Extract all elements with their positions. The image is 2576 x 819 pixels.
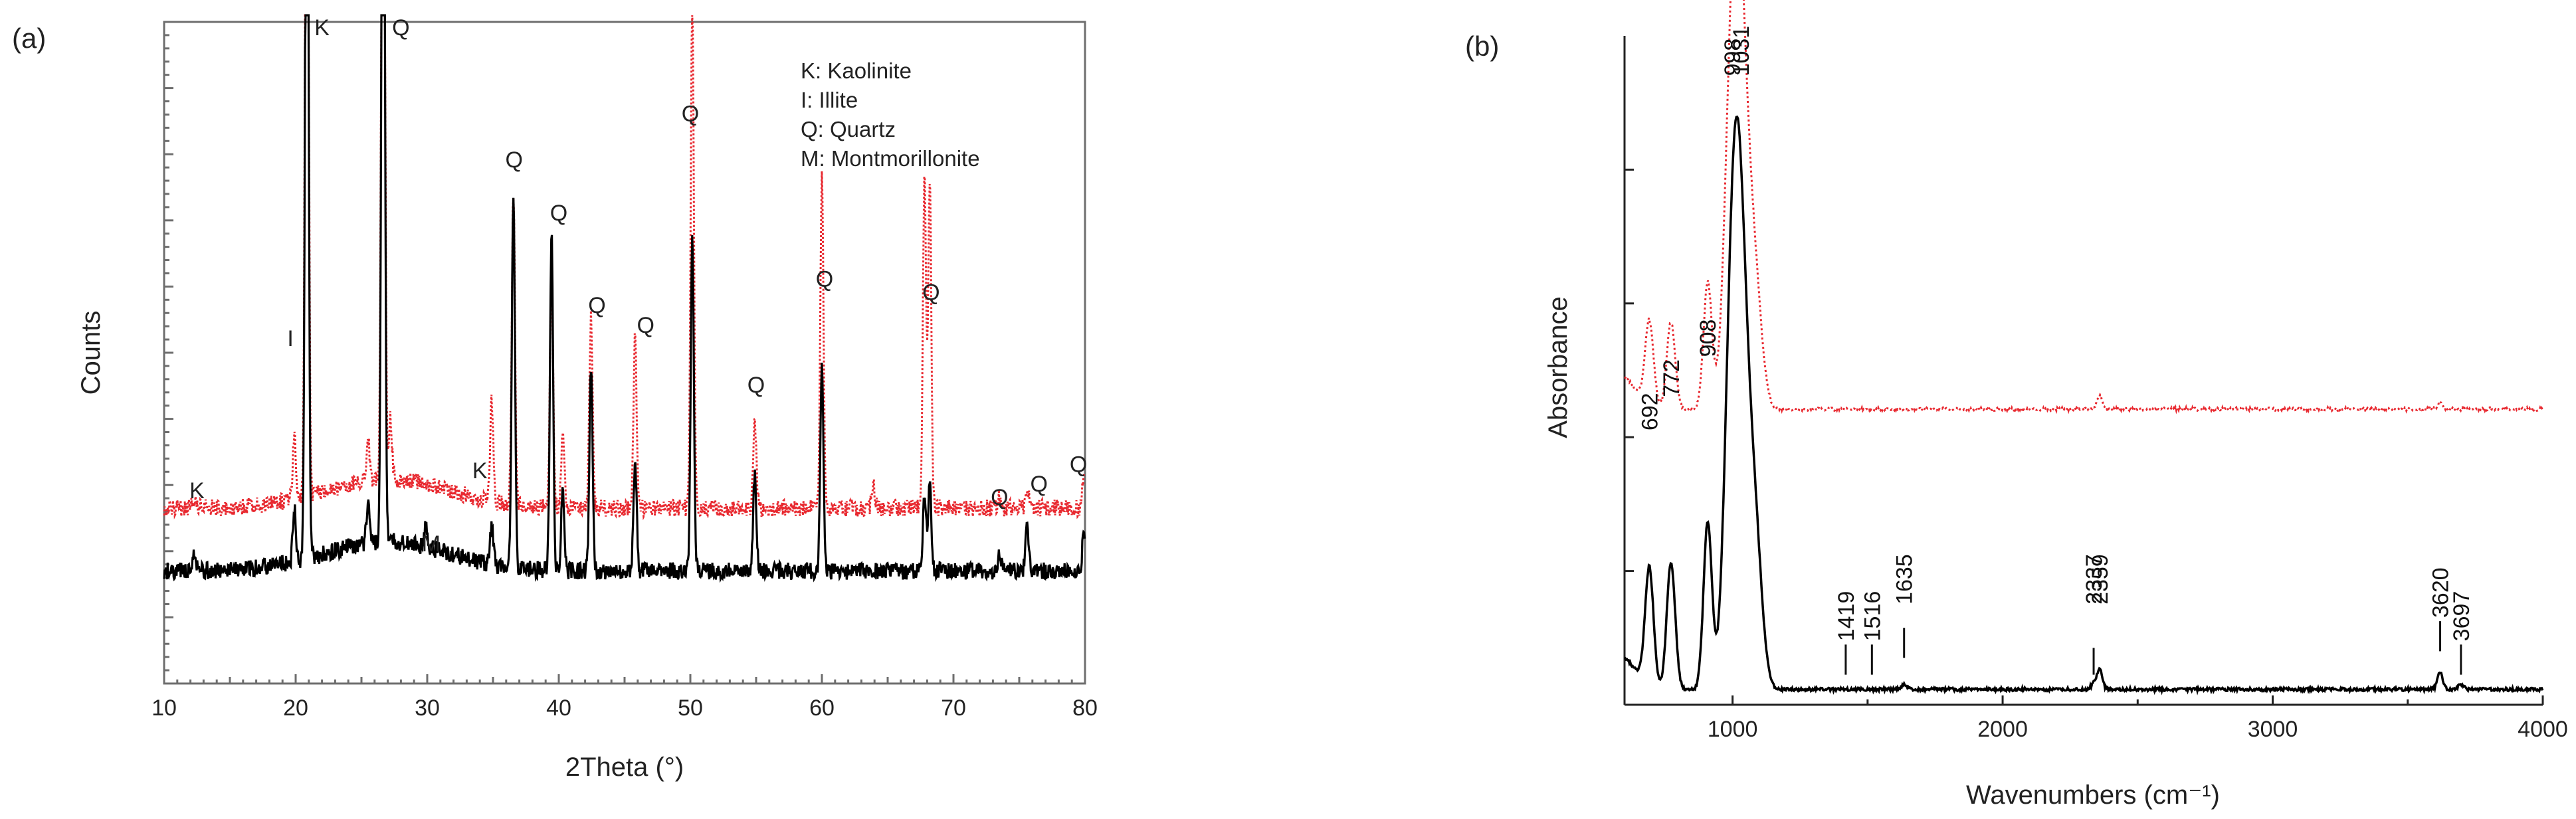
panel-b-band-label: 2359 [2088, 554, 2113, 604]
panel-a-frame [163, 21, 1086, 685]
panel-a-y-axis-title: Counts [76, 311, 106, 395]
panel-a-peak-label: Q [392, 15, 409, 41]
panel-b-band-markers [1844, 621, 2462, 675]
panel-b-band-label: 1635 [1892, 554, 1918, 604]
panel-a-peak-label: Q [1030, 472, 1047, 497]
panel-b-x-tick-label: 1000 [1708, 717, 1758, 742]
panel-a-x-tick-label: 20 [283, 695, 308, 721]
panel-b-label: (b) [1465, 31, 1499, 62]
panel-a-peak-label: Q [922, 280, 940, 305]
panel-b-band-label: 692 [1637, 393, 1662, 430]
panel-a-y-ticks [164, 34, 173, 672]
panel-a-peak-label: K [314, 15, 330, 41]
panel-a-x-tick-label: 60 [809, 695, 835, 721]
panel-a-x-ticks: 10 20 30 40 50 60 70 80 [151, 674, 1098, 721]
panel-a-peak-label: M [422, 531, 441, 557]
panel-a-peak-label: Q [637, 313, 654, 338]
panel-a-peak-label: Q [1070, 452, 1087, 477]
panel-a-series-red [163, 14, 1086, 521]
panel-a-peak-label: K [472, 458, 488, 484]
panel-a-x-tick-label: 80 [1072, 695, 1098, 721]
panel-a-x-tick-label: 10 [151, 695, 177, 721]
panel-b-x-ticks: 1000 2000 3000 4000 [1708, 695, 2568, 742]
panel-a-x-tick-label: 50 [678, 695, 703, 721]
panel-b-x-axis-title: Wavenumbers (cm⁻¹) [1966, 780, 2220, 810]
panel-b-band-label: 772 [1659, 359, 1684, 397]
panel-b-x-tick-label: 3000 [2248, 717, 2298, 742]
panel-a-legend: K: Kaolinite I: Illite Q: Quartz M: Mont… [801, 58, 980, 171]
panel-b-series-red [1624, 0, 2543, 415]
panel-a-series [163, 14, 1086, 583]
legend-kaolinite: K: Kaolinite [801, 58, 912, 83]
panel-a-peak-label: Q [816, 266, 833, 292]
panel-b-band-label: 908 [1696, 319, 1721, 357]
panel-a-peak-label: Q [550, 201, 567, 226]
panel-a-series-black [163, 14, 1086, 583]
panel-b-band-label: 1031 [1729, 26, 1754, 76]
panel-b-series [1623, 0, 2544, 695]
panel-b-series-black [1623, 115, 2544, 695]
panel-a-peak-label: Q [747, 373, 765, 398]
panel-b-y-ticks [1625, 168, 1634, 573]
panel-b-band-label: 3697 [2449, 591, 2474, 642]
panel-a-peak-label: Q [991, 485, 1008, 510]
panel-a-peak-label: Q [588, 293, 605, 318]
panel-b-band-label: 2337 [2082, 554, 2107, 604]
panel-b-band-label: 1419 [1834, 591, 1859, 642]
legend-quartz: Q: Quartz [801, 117, 896, 141]
panel-a-peak-label: Q [682, 101, 699, 126]
panel-a-label: (a) [12, 23, 46, 54]
panel-a-x-tick-label: 40 [546, 695, 571, 721]
panel-b-band-label: 998 [1720, 39, 1745, 76]
panel-a-x-tick-label: 70 [941, 695, 966, 721]
panel-a-peak-label: I [287, 326, 293, 351]
panel-b-band-label: 3620 [2428, 567, 2454, 618]
panel-a-peak-label: K [189, 478, 205, 503]
panel-a-x-axis-title: 2Theta (°) [565, 753, 684, 782]
panel-a-peak-label: Q [505, 147, 522, 173]
panel-b-y-axis-title: Absorbance [1543, 296, 1573, 438]
panel-b-band-label: 1516 [1860, 591, 1885, 642]
panel-b-x-tick-label: 4000 [2518, 717, 2568, 742]
panel-a-x-tick-label: 30 [415, 695, 440, 721]
legend-montmorillonite: M: Montmorillonite [801, 146, 980, 171]
legend-illite: I: Illite [801, 88, 858, 112]
panel-b-x-tick-label: 2000 [1977, 717, 2028, 742]
